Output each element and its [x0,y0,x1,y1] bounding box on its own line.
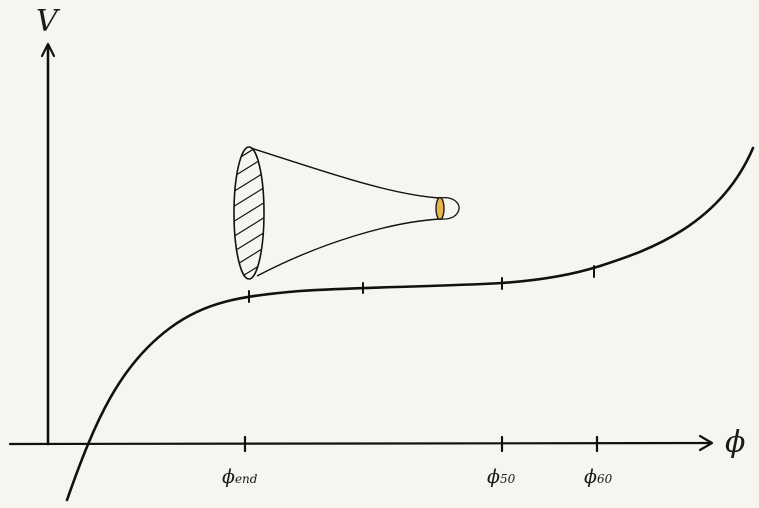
y-axis-arrowhead [40,42,56,58]
x-axis-line [8,441,713,446]
tick-label-60: ϕ60 [584,466,613,488]
potential-curve [65,146,755,502]
x-axis-label: ϕ [725,425,746,460]
x-axis-arrowhead [698,434,714,452]
horn-trumpet-icon [233,146,460,280]
y-axis-label: V [36,4,58,39]
tick-label-50: ϕ50 [487,466,516,488]
tick-label-end: ϕend [222,466,258,488]
